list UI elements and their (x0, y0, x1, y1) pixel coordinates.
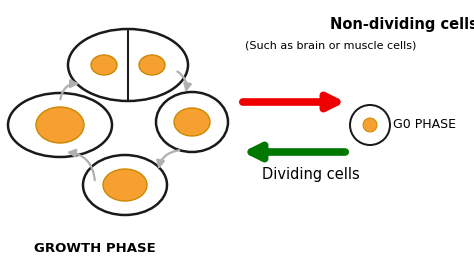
Text: Non-dividing cells: Non-dividing cells (330, 18, 474, 32)
Ellipse shape (8, 93, 112, 157)
Text: (Such as brain or muscle cells): (Such as brain or muscle cells) (245, 40, 416, 50)
Text: Dividing cells: Dividing cells (262, 167, 360, 181)
Ellipse shape (103, 169, 147, 201)
Ellipse shape (139, 55, 165, 75)
Ellipse shape (363, 118, 377, 132)
Text: GROWTH PHASE: GROWTH PHASE (34, 241, 156, 255)
Ellipse shape (350, 105, 390, 145)
Ellipse shape (156, 92, 228, 152)
Ellipse shape (83, 155, 167, 215)
Text: G0 PHASE: G0 PHASE (393, 119, 456, 131)
Ellipse shape (174, 108, 210, 136)
Ellipse shape (91, 55, 117, 75)
Ellipse shape (68, 29, 188, 101)
Ellipse shape (36, 107, 84, 143)
